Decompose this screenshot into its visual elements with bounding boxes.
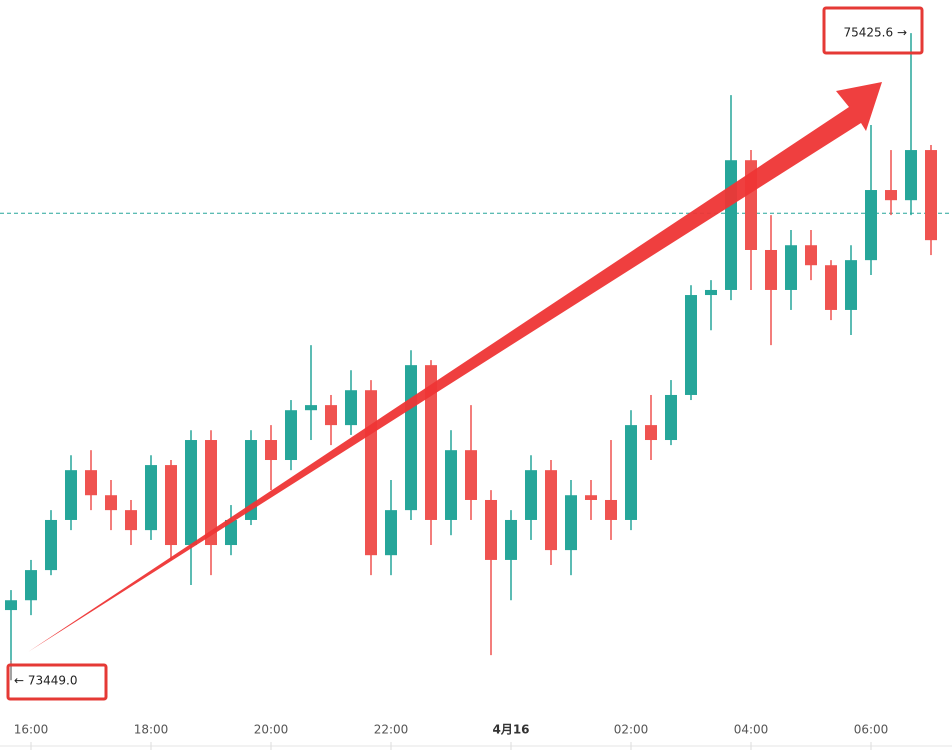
highlight-box [6,663,108,701]
candle-body [385,510,397,556]
candle-body [225,519,237,546]
candle-body [705,289,717,296]
candle-body [405,365,417,511]
candle-body [765,249,777,290]
highlight-box [822,6,924,55]
candle-body [205,440,217,546]
candle-body [785,245,797,290]
candle-body [625,425,637,520]
max-label: 75425.6 → [844,26,908,40]
candle-body [5,600,17,611]
candle-body [585,495,597,500]
candle-body [545,470,557,551]
candle-body [105,495,117,511]
candle-body [185,440,197,546]
grid-layer [0,212,952,750]
x-tick-label: 06:00 [854,723,889,737]
candles-layer [5,33,937,681]
candle-body [365,390,377,556]
candle-body [685,295,697,395]
x-tick-label: 20:00 [254,723,289,737]
candle-body [505,519,517,560]
candle-body [725,160,737,290]
candle-body [265,440,277,461]
candle-body [125,510,137,531]
candle-body [605,499,617,520]
candle-body [465,450,477,500]
x-tick-label: 02:00 [614,723,649,737]
candle-body [85,470,97,496]
x-tick-label: 22:00 [374,723,409,737]
candle-body [165,465,177,546]
candle-body [425,365,437,520]
candle-body [885,190,897,201]
candle-body [865,190,877,261]
candle-body [65,470,77,520]
candle-body [925,150,937,241]
candle-body [245,440,257,520]
x-tick-label: 4月16 [492,723,529,737]
candle-body [25,570,37,601]
candle-body [145,465,157,531]
candle-body [565,495,577,551]
candle-body [905,150,917,201]
candle-body [525,470,537,520]
x-tick-label: 18:00 [134,723,169,737]
x-tick-label: 16:00 [14,723,49,737]
min-label: ← 73449.0 [14,674,78,688]
candle-body [45,519,57,571]
x-tick-label: 04:00 [734,723,769,737]
candle-body [845,260,857,310]
candle-body [805,245,817,266]
candle-body [325,405,337,426]
candle-body [345,390,357,426]
candle-body [825,265,837,310]
candle-body [305,405,317,411]
candle-body [485,499,497,560]
candle-body [285,410,297,461]
candle-body [645,425,657,441]
candle-body [445,450,457,520]
candle-body [665,394,677,441]
labels-layer: 16:00 18:00 20:00 22:00 4月16 02:00 04:00 06:00 7… [14,26,907,737]
